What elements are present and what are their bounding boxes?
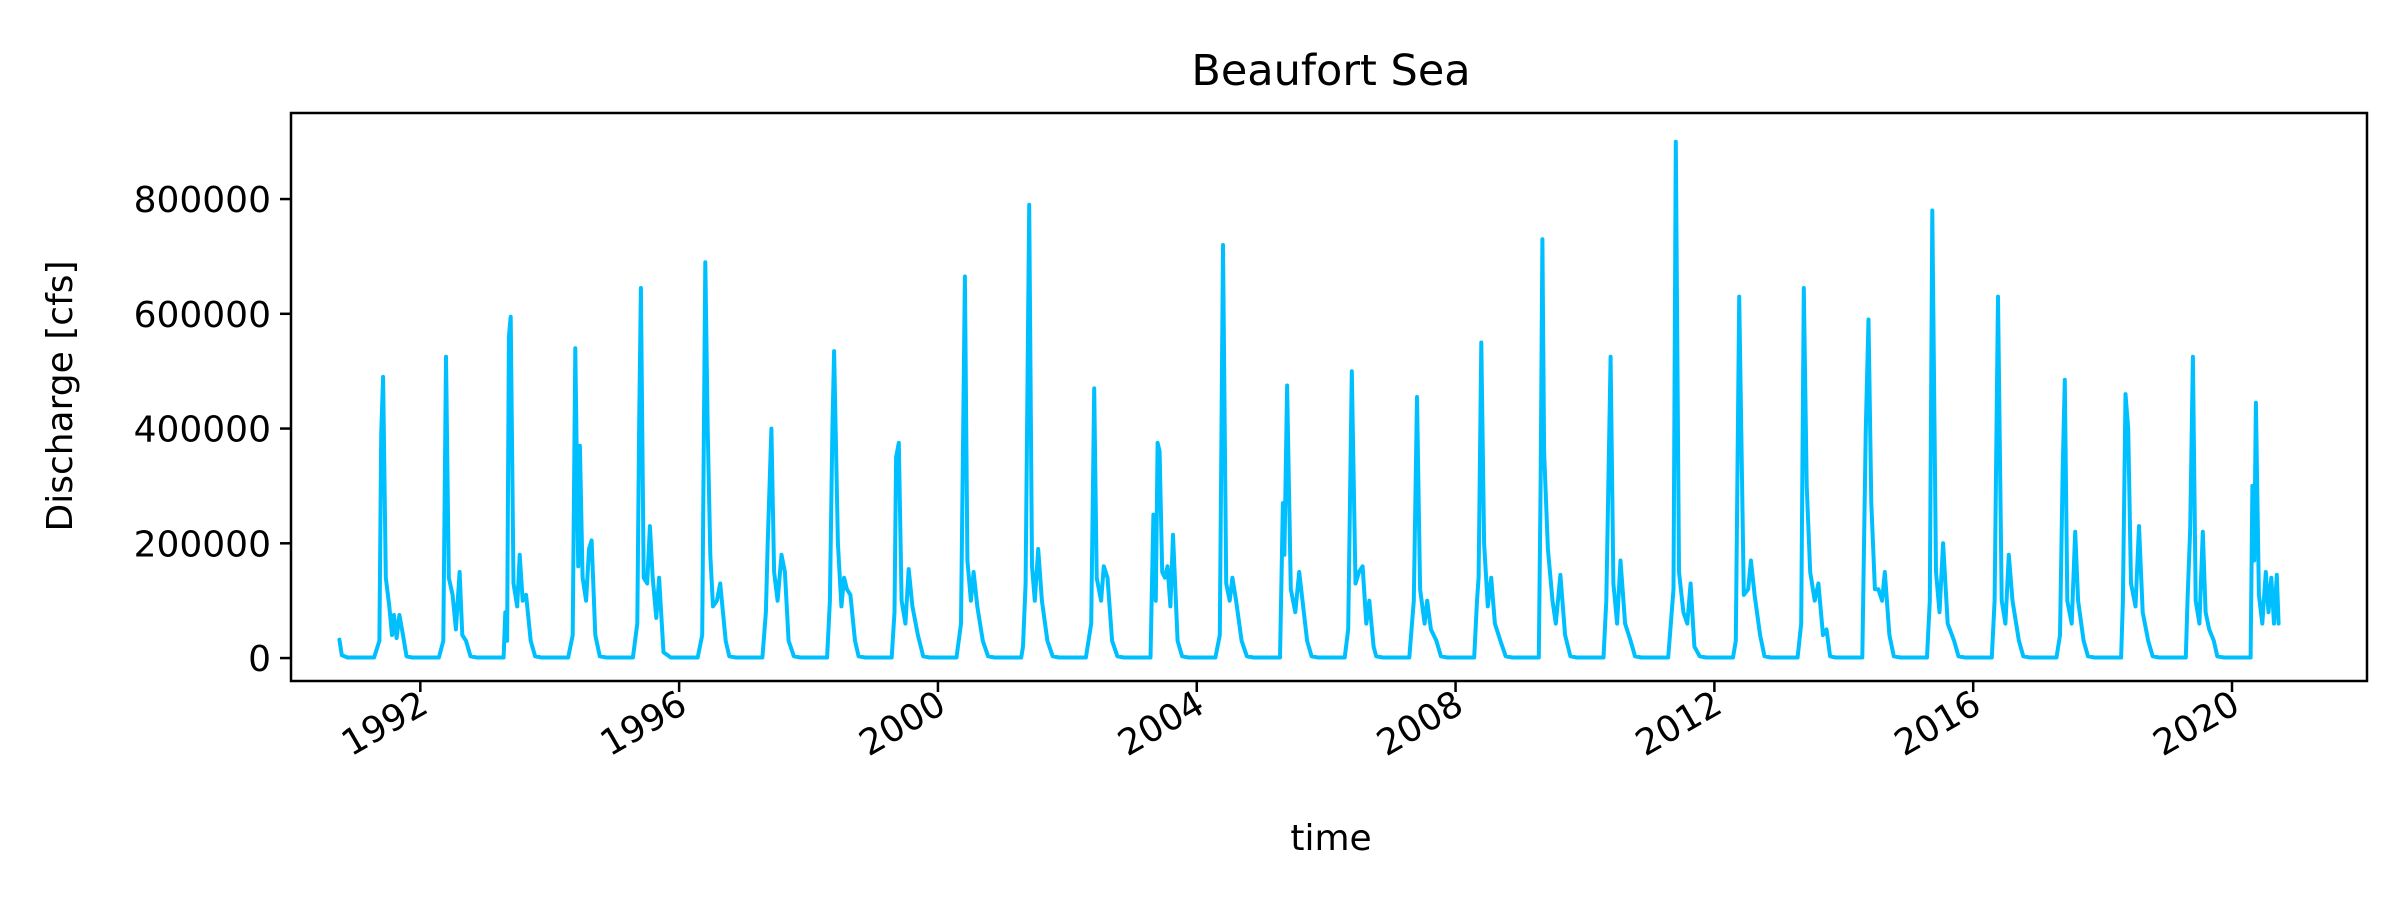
y-tick-label: 200000 bbox=[134, 524, 271, 565]
x-tick-label: 1992 bbox=[335, 683, 435, 764]
y-tick-label: 0 bbox=[248, 639, 271, 680]
x-tick-label: 2012 bbox=[1629, 683, 1729, 764]
x-tick-label: 2000 bbox=[853, 683, 953, 764]
x-tick-label: 2008 bbox=[1370, 683, 1470, 764]
plot-area bbox=[337, 139, 2281, 660]
x-tick-label: 2016 bbox=[1888, 683, 1988, 764]
x-tick-label: 2004 bbox=[1111, 683, 1211, 764]
x-axis-label: time bbox=[1290, 818, 1371, 859]
chart-title: Beaufort Sea bbox=[1191, 46, 1470, 96]
x-axis: 1992 1996 2000 2004 2008 2012 2016 2020 bbox=[335, 681, 2247, 765]
series-line-0 bbox=[337, 139, 2281, 660]
y-axis-label: Discharge [cfs] bbox=[40, 260, 81, 531]
x-tick-label: 2020 bbox=[2147, 683, 2247, 764]
plot-frame bbox=[289, 111, 2369, 683]
y-tick-label: 800000 bbox=[134, 180, 271, 221]
y-tick-label: 600000 bbox=[134, 295, 271, 336]
y-tick-label: 400000 bbox=[134, 410, 271, 451]
x-tick-label: 1996 bbox=[594, 683, 694, 764]
y-axis: 0 200000 400000 600000 800000 bbox=[134, 180, 291, 680]
